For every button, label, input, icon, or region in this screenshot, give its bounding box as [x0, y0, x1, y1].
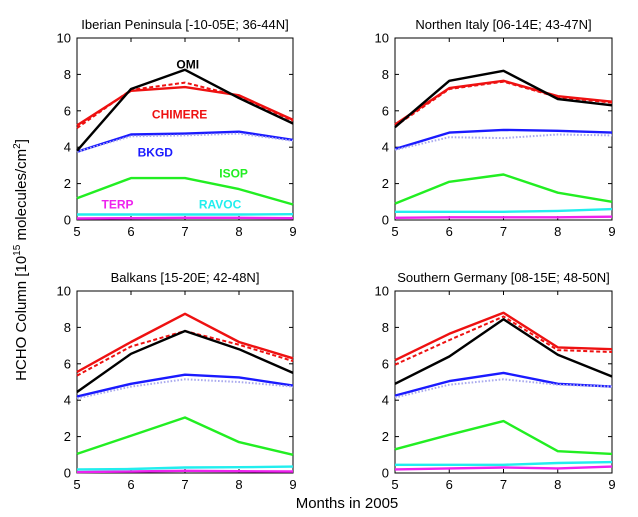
series-line-dotted-light [76, 132, 294, 153]
x-axis-label: Months in 2005 [296, 495, 399, 512]
y-tick-label: 6 [382, 356, 389, 371]
y-tick-label: 2 [64, 429, 71, 444]
series-line-ravoc [395, 207, 613, 214]
x-tick-label: 7 [500, 224, 507, 239]
y-tick-label: 10 [375, 31, 389, 46]
x-tick-label: 8 [235, 224, 242, 239]
annotation-omi: OMI [176, 57, 199, 71]
y-axis-label: HCHO Column [1015 molecules/cm2] [12, 139, 30, 381]
series-line-chimere [394, 311, 613, 362]
x-tick-label: 8 [235, 477, 242, 492]
series-line-bkgd [394, 371, 613, 397]
panel-title: Iberian Peninsula [-10-05E; 36-44N] [81, 17, 288, 32]
x-tick-label: 5 [391, 224, 398, 239]
series-line-isop [394, 419, 613, 456]
x-tick-label: 7 [500, 477, 507, 492]
series-line-terp [76, 216, 294, 220]
series-line-omi [394, 318, 613, 385]
panel-northern-italy: Northen Italy [06-14E; 43-47N] 5 6 7 8 9 0 2 4 6 8… [375, 17, 616, 239]
annotation-ravoc: RAVOC [199, 198, 242, 212]
x-tick-label: 6 [446, 224, 453, 239]
panel-title: Northen Italy [06-14E; 43-47N] [415, 17, 591, 32]
annotation-isop: ISOP [219, 167, 248, 181]
y-tick-label: 8 [64, 67, 71, 82]
x-tick-label: 8 [554, 477, 561, 492]
y-tick-label: 10 [57, 31, 71, 46]
y-tick-label: 2 [382, 176, 389, 191]
annotation-chimere: CHIMERE [152, 107, 207, 121]
panel-balkans: Balkans [15-20E; 42-48N] 5 6 7 8 9 0 2 4 6 8 10 [57, 270, 297, 492]
panel-iberian-peninsula: Iberian Peninsula [-10-05E; 36-44N] 5 6 7 8 9… [57, 17, 297, 239]
series-line-terp [394, 465, 613, 471]
y-tick-label: 8 [382, 320, 389, 335]
series-line-omi [76, 68, 294, 152]
x-tick-label: 8 [554, 224, 561, 239]
annotation-bkgd: BKGD [138, 146, 174, 160]
series-line-dotted-light [76, 378, 294, 400]
series-line-terp [394, 215, 613, 219]
x-tick-label: 6 [446, 477, 453, 492]
y-tick-label: 0 [64, 466, 71, 481]
y-tick-label: 4 [382, 140, 389, 155]
y-tick-label: 6 [382, 103, 389, 118]
x-tick-label: 6 [127, 477, 134, 492]
series-line-bkgd [76, 130, 294, 153]
x-tick-label: 5 [73, 224, 80, 239]
series-line-omi [76, 329, 294, 393]
x-tick-label: 9 [608, 224, 615, 239]
series-line-chimere [76, 312, 294, 374]
series-line-omi [394, 69, 613, 129]
x-tick-label: 9 [289, 224, 296, 239]
y-tick-label: 6 [64, 103, 71, 118]
series-line-isop [394, 173, 613, 205]
x-tick-label: 6 [127, 224, 134, 239]
y-tick-label: 4 [64, 140, 71, 155]
panel-title: Southern Germany [08-15E; 48-50N] [397, 270, 609, 285]
y-tick-label: 2 [382, 429, 389, 444]
series-line-chimere [394, 79, 613, 126]
y-tick-label: 10 [375, 284, 389, 299]
x-tick-label: 9 [289, 477, 296, 492]
y-tick-label: 0 [382, 466, 389, 481]
series-line-bkgd [76, 373, 294, 398]
x-tick-label: 9 [608, 477, 615, 492]
y-tick-label: 6 [64, 356, 71, 371]
series-line-ravoc [76, 465, 294, 471]
series-line-dotted-light [394, 133, 613, 151]
y-tick-label: 0 [64, 213, 71, 228]
x-tick-label: 7 [181, 224, 188, 239]
x-tick-label: 7 [181, 477, 188, 492]
panel-southern-germany: Southern Germany [08-15E; 48-50N] 5 6 7 8 9 0 2… [375, 270, 616, 492]
series-line-isop [76, 176, 294, 206]
y-tick-label: 10 [57, 284, 71, 299]
y-tick-label: 8 [382, 67, 389, 82]
series-line-terp [76, 469, 294, 474]
plot-frame [76, 290, 294, 474]
series-line-chimere [76, 85, 294, 127]
y-tick-label: 4 [382, 393, 389, 408]
y-tick-label: 0 [382, 213, 389, 228]
series-line-dashed-chimere [394, 315, 613, 366]
annotation-terp: TERP [101, 198, 133, 212]
x-tick-label: 5 [391, 477, 398, 492]
panel-title: Balkans [15-20E; 42-48N] [111, 270, 260, 285]
y-tick-label: 2 [64, 176, 71, 191]
y-tick-label: 4 [64, 393, 71, 408]
y-tick-label: 8 [64, 320, 71, 335]
series-line-isop [76, 416, 294, 456]
x-tick-label: 5 [73, 477, 80, 492]
series-line-bkgd [394, 128, 613, 151]
series-line-ravoc [395, 460, 613, 466]
series-line-dotted-light [394, 378, 613, 399]
